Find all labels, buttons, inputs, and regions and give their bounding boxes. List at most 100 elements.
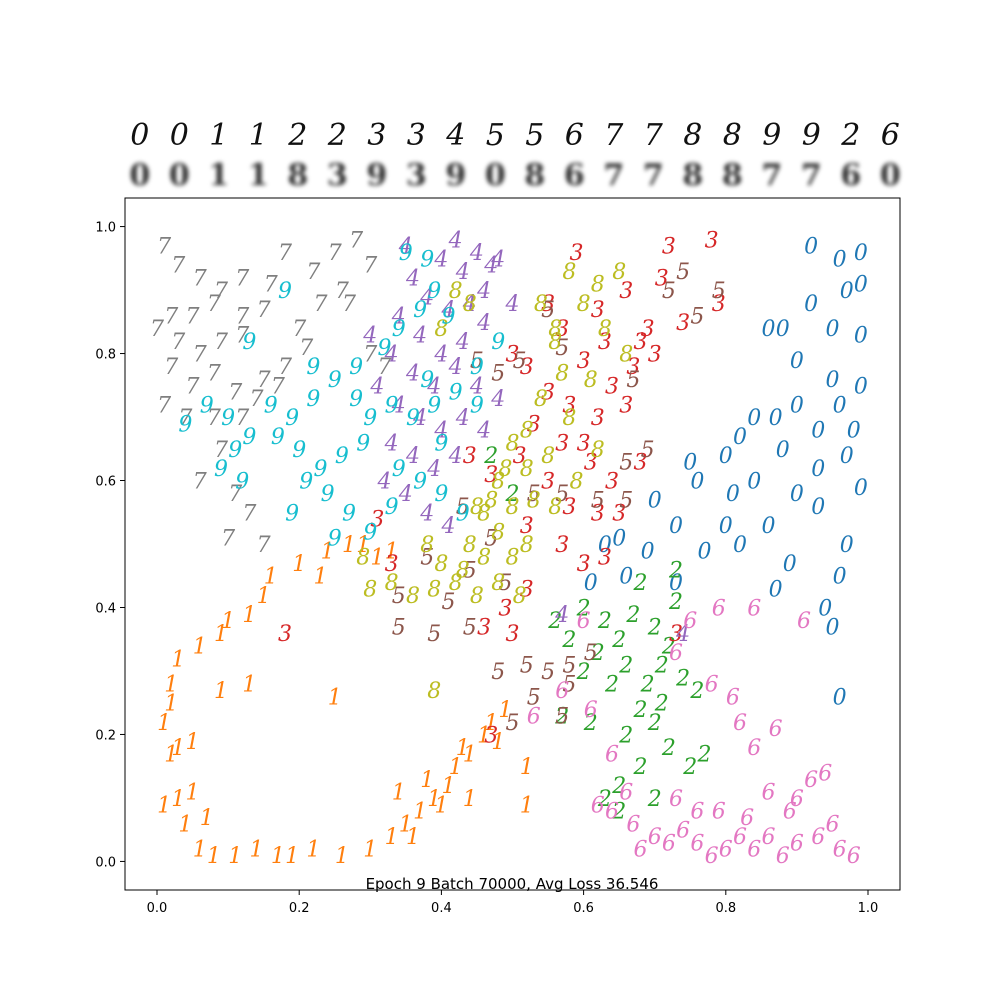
scatter-point-digit-4: 4 [476, 279, 491, 304]
scatter-point-digit-6: 6 [762, 825, 776, 850]
reconstructed-digit: 7 [761, 157, 783, 193]
scatter-point-digit-8: 8 [491, 470, 505, 495]
scatter-point-digit-1: 1 [157, 711, 171, 736]
scatter-point-digit-7: 7 [363, 254, 377, 279]
scatter-point-digit-8: 8 [463, 292, 477, 317]
scatter-point-digit-1: 1 [264, 565, 278, 590]
scatter-point-digit-2: 2 [597, 787, 612, 812]
scatter-point-digit-7: 7 [207, 292, 221, 317]
scatter-point-digit-7: 7 [235, 304, 249, 329]
scatter-point-digit-3: 3 [477, 616, 491, 641]
scatter-point-digit-3: 3 [648, 343, 662, 368]
scatter-point-digit-9: 9 [349, 387, 363, 412]
scatter-point-digit-3: 3 [705, 228, 719, 253]
scatter-point-digit-1: 1 [257, 584, 271, 609]
scatter-point-digit-1: 1 [271, 844, 285, 869]
scatter-point-digit-7: 7 [164, 304, 178, 329]
scatter-point-digit-6: 6 [726, 685, 740, 710]
scatter-point-digit-1: 1 [171, 647, 185, 672]
scatter-point-digit-7: 7 [186, 374, 200, 399]
scatter-point-digit-9: 9 [434, 431, 448, 456]
scatter-point-digit-8: 8 [484, 489, 498, 514]
scatter-point-digit-5: 5 [562, 673, 576, 698]
scatter-point-digit-4: 4 [369, 374, 384, 399]
scatter-point-digit-1: 1 [456, 736, 470, 761]
scatter-point-digit-5: 5 [555, 336, 569, 361]
scatter-point-digit-3: 3 [619, 393, 633, 418]
scatter-point-digit-3: 3 [591, 406, 605, 431]
scatter-point-digit-8: 8 [498, 457, 512, 482]
original-digit: 2 [288, 117, 308, 153]
scatter-point-digit-4: 4 [441, 514, 456, 539]
reconstructed-digit: 8 [287, 157, 309, 193]
x-tick-label: 0.6 [573, 901, 594, 916]
scatter-point-digit-1: 1 [221, 609, 235, 634]
scatter-point-digit-2: 2 [505, 482, 520, 507]
scatter-point-digit-4: 4 [433, 247, 448, 272]
scatter-point-digit-3: 3 [619, 279, 633, 304]
scatter-point-digit-1: 1 [171, 736, 185, 761]
scatter-point-digit-6: 6 [648, 825, 662, 850]
scatter-point-digit-9: 9 [378, 336, 392, 361]
scatter-point-digit-1: 1 [335, 844, 349, 869]
scatter-point-digit-9: 9 [235, 470, 249, 495]
scatter-point-digit-9: 9 [228, 438, 242, 463]
scatter-point-digit-2: 2 [654, 654, 669, 679]
scatter-point-digit-9: 9 [363, 406, 377, 431]
scatter-point-digit-8: 8 [548, 317, 562, 342]
scatter-point-digit-0: 0 [598, 533, 612, 558]
scatter-point-digit-3: 3 [506, 622, 520, 647]
scatter-point-digit-3: 3 [555, 317, 569, 342]
x-tick-label: 0.8 [715, 901, 736, 916]
scatter-point-digit-2: 2 [675, 666, 690, 691]
scatter-point-digit-3: 3 [626, 355, 640, 380]
scatter-point-digit-1: 1 [356, 533, 370, 558]
scatter-point-digit-2: 2 [547, 609, 562, 634]
reconstructed-digit: 9 [366, 157, 388, 193]
scatter-point-digit-7: 7 [242, 501, 256, 526]
scatter-point-digit-5: 5 [420, 546, 434, 571]
scatter-point-digit-0: 0 [690, 470, 704, 495]
scatter-point-digit-5: 5 [662, 279, 676, 304]
scatter-point-digit-9: 9 [491, 330, 505, 355]
scatter-point-digit-3: 3 [669, 622, 683, 647]
scatter-point-digit-9: 9 [470, 355, 484, 380]
scatter-point-digit-4: 4 [483, 254, 498, 279]
scatter-point-digit-0: 0 [854, 324, 868, 349]
scatter-point-digit-4: 4 [419, 501, 434, 526]
scatter-point-digit-5: 5 [491, 362, 505, 387]
scatter-point-digit-0: 0 [826, 368, 840, 393]
scatter-point-digit-9: 9 [427, 393, 441, 418]
scatter-point-digit-6: 6 [683, 609, 697, 634]
scatter-point-digit-5: 5 [584, 641, 598, 666]
scatter-point-digit-1: 1 [200, 806, 214, 831]
scatter-point-digit-4: 4 [462, 292, 477, 317]
scatter-point-digit-8: 8 [385, 571, 399, 596]
scatter-point-digit-1: 1 [321, 539, 335, 564]
scatter-point-digit-6: 6 [626, 812, 640, 837]
scatter-point-digit-0: 0 [669, 514, 683, 539]
scatter-point-digit-3: 3 [520, 514, 534, 539]
scatter-point-digit-4: 4 [405, 266, 420, 291]
reconstructed-digit: 0 [879, 157, 901, 193]
scatter-point-digit-1: 1 [484, 711, 498, 736]
scatter-point-digit-7: 7 [292, 317, 306, 342]
scatter-point-digit-9: 9 [264, 393, 278, 418]
axes: 0.0 0.2 0.4 0.6 0.8 1.0 0.0 0.2 0.4 0.6 0.8 1.0 [95, 221, 878, 916]
reconstructed-digit: 7 [603, 157, 625, 193]
scatter-point-digit-8: 8 [356, 546, 370, 571]
original-digit: 5 [525, 117, 545, 153]
scatter-point-digit-7: 7 [171, 254, 185, 279]
scatter-point-digit-2: 2 [633, 571, 648, 596]
scatter-point-digit-4: 4 [476, 311, 491, 336]
scatter-point-digit-6: 6 [747, 597, 761, 622]
scatter-point-digit-6: 6 [712, 597, 726, 622]
scatter-point-digit-3: 3 [577, 349, 591, 374]
scatter-point-digit-3: 3 [605, 374, 619, 399]
scatter-point-digit-3: 3 [555, 431, 569, 456]
scatter-point-digit-6: 6 [577, 609, 591, 634]
scatter-point-digit-3: 3 [634, 451, 648, 476]
original-digit: 6 [880, 117, 900, 153]
scatter-point-digit-4: 4 [398, 482, 413, 507]
